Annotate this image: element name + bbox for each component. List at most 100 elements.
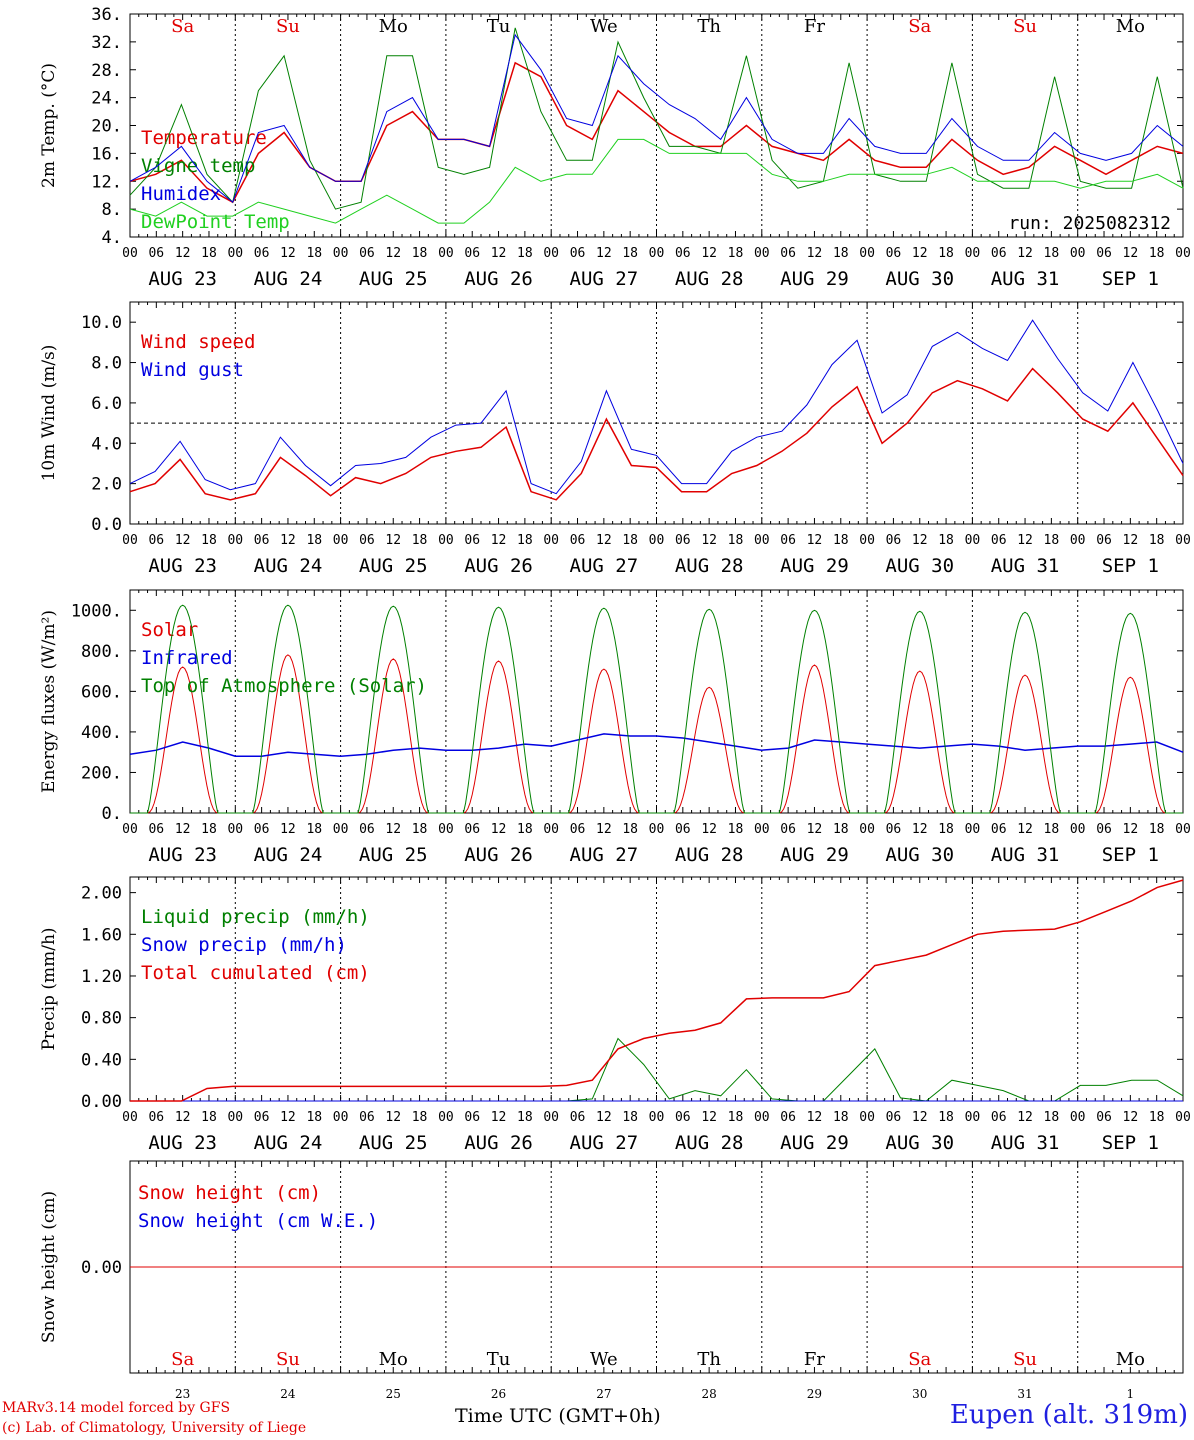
- hour-tick-label: 12: [280, 822, 296, 837]
- y-tick-label: 2.00: [81, 884, 122, 904]
- hour-tick-label: 12: [912, 246, 928, 261]
- day-number-label: 31: [1017, 1387, 1032, 1401]
- hour-tick-label: 06: [254, 1110, 270, 1125]
- weekday-label: Su: [1013, 16, 1037, 37]
- y-tick-label: 0.00: [81, 1258, 122, 1278]
- date-label: AUG 26: [464, 555, 533, 577]
- y-tick-label: 8.: [102, 200, 122, 220]
- weekday-label: Tu: [487, 16, 511, 37]
- hour-tick-label: 12: [280, 1110, 296, 1125]
- hour-tick-label: 12: [175, 822, 191, 837]
- legend-entry: Wind gust: [141, 359, 244, 381]
- hour-tick-label: 12: [385, 822, 401, 837]
- hour-tick-label: 06: [1096, 246, 1112, 261]
- hour-tick-label: 06: [464, 246, 480, 261]
- hour-tick-label: 18: [728, 246, 744, 261]
- panel-snow: 0.00 Snow height (cm) Snow height (cm) Snow…: [39, 1160, 1184, 1401]
- date-label: SEP 1: [1102, 268, 1159, 290]
- time-axis-label: Time UTC (GMT+0h): [455, 1405, 661, 1427]
- weekday-label: Sa: [171, 1349, 194, 1370]
- legend-entry: Wind speed: [141, 331, 255, 353]
- date-label: AUG 27: [570, 844, 639, 866]
- weekday-label: Th: [697, 1349, 721, 1370]
- hour-tick-label: 00: [1175, 533, 1191, 548]
- weekday-label: Su: [1013, 1349, 1037, 1370]
- weekday-label: Mo: [379, 1349, 408, 1370]
- hour-tick-label: 00: [754, 533, 770, 548]
- date-label: AUG 24: [254, 1132, 323, 1154]
- weekday-label: Mo: [379, 16, 408, 37]
- hour-tick-label: 06: [780, 822, 796, 837]
- hour-tick-label: 18: [306, 533, 322, 548]
- station-name: Eupen (alt. 319m): [949, 1400, 1188, 1430]
- hour-tick-label: 12: [701, 822, 717, 837]
- hour-tick-label: 18: [1044, 1110, 1060, 1125]
- hour-tick-label: 06: [359, 1110, 375, 1125]
- lab-credit: (c) Lab. of Climatology, University of L…: [2, 1420, 307, 1436]
- hour-tick-label: 00: [965, 533, 981, 548]
- hour-tick-label: 12: [596, 246, 612, 261]
- y-tick-label: 0.00: [81, 1092, 122, 1112]
- hour-tick-label: 12: [1123, 246, 1139, 261]
- series-line-humidex: [129, 33, 1184, 204]
- hour-tick-label: 18: [728, 822, 744, 837]
- y-tick-label: 12.: [91, 172, 122, 192]
- hour-tick-label: 00: [965, 822, 981, 837]
- y-tick-label: 0.40: [81, 1050, 122, 1070]
- date-label: AUG 30: [885, 844, 954, 866]
- y-tick-label: 4.: [102, 228, 122, 248]
- date-label: AUG 26: [464, 844, 533, 866]
- hour-tick-label: 00: [122, 822, 138, 837]
- legend-entry: Snow height (cm): [138, 1182, 321, 1204]
- y-tick-label: 20.: [91, 117, 122, 137]
- hour-tick-label: 12: [385, 533, 401, 548]
- hour-tick-label: 00: [1070, 246, 1086, 261]
- hour-tick-label: 06: [254, 822, 270, 837]
- day-number-label: 23: [175, 1387, 190, 1401]
- weekday-label: We: [590, 16, 618, 37]
- hour-tick-label: 18: [833, 1110, 849, 1125]
- hour-tick-label: 06: [359, 822, 375, 837]
- legend-entry: Liquid precip (mm/h): [141, 906, 370, 928]
- date-label: AUG 27: [570, 1132, 639, 1154]
- hour-tick-label: 18: [1149, 822, 1165, 837]
- y-tick-label: 1.20: [81, 967, 122, 987]
- date-label: AUG 30: [885, 1132, 954, 1154]
- hour-tick-label: 00: [965, 246, 981, 261]
- hour-tick-label: 18: [622, 822, 638, 837]
- hour-tick-label: 00: [649, 822, 665, 837]
- hour-tick-label: 06: [570, 246, 586, 261]
- date-label: AUG 25: [359, 268, 428, 290]
- date-label: AUG 24: [254, 555, 323, 577]
- hour-tick-label: 18: [517, 533, 533, 548]
- panel-temp: 36. 32. 28. 24. 20. 16. 12. 8. 4. 2m Temp. (°C) Te…: [39, 5, 1191, 290]
- day-number-label: 25: [386, 1387, 401, 1401]
- date-label: AUG 27: [570, 268, 639, 290]
- hour-tick-label: 18: [728, 1110, 744, 1125]
- hour-tick-label: 12: [491, 822, 507, 837]
- date-label: AUG 23: [148, 844, 217, 866]
- weekday-label: Fr: [804, 16, 825, 37]
- y-tick-label: 28.: [91, 61, 122, 81]
- panel-precip: 2.00 1.60 1.20 0.80 0.40 0.00 Precip (mm/h) Liq…: [39, 876, 1191, 1154]
- date-label: AUG 28: [675, 1132, 744, 1154]
- hour-tick-label: 00: [543, 533, 559, 548]
- hour-tick-label: 00: [965, 1110, 981, 1125]
- y-tick-label: 200.: [81, 763, 122, 783]
- panel-wind: 10.0 8.0 6.0 4.0 2.0 0.0 10m Wind (m/s) Wind sp…: [39, 301, 1191, 577]
- hour-tick-label: 06: [780, 533, 796, 548]
- hour-tick-label: 12: [491, 533, 507, 548]
- y-tick-label: 32.: [91, 33, 122, 53]
- hour-tick-label: 00: [1070, 822, 1086, 837]
- weekday-label: Sa: [908, 16, 931, 37]
- hour-tick-label: 00: [438, 1110, 454, 1125]
- hour-tick-label: 12: [491, 246, 507, 261]
- y-tick-label: 24.: [91, 89, 122, 109]
- date-label: SEP 1: [1102, 844, 1159, 866]
- hour-tick-label: 00: [1070, 1110, 1086, 1125]
- hour-tick-label: 12: [1017, 1110, 1033, 1125]
- legend-entry: Temperature: [141, 127, 267, 149]
- hour-tick-label: 06: [886, 246, 902, 261]
- hour-tick-label: 06: [570, 533, 586, 548]
- hour-tick-label: 18: [306, 822, 322, 837]
